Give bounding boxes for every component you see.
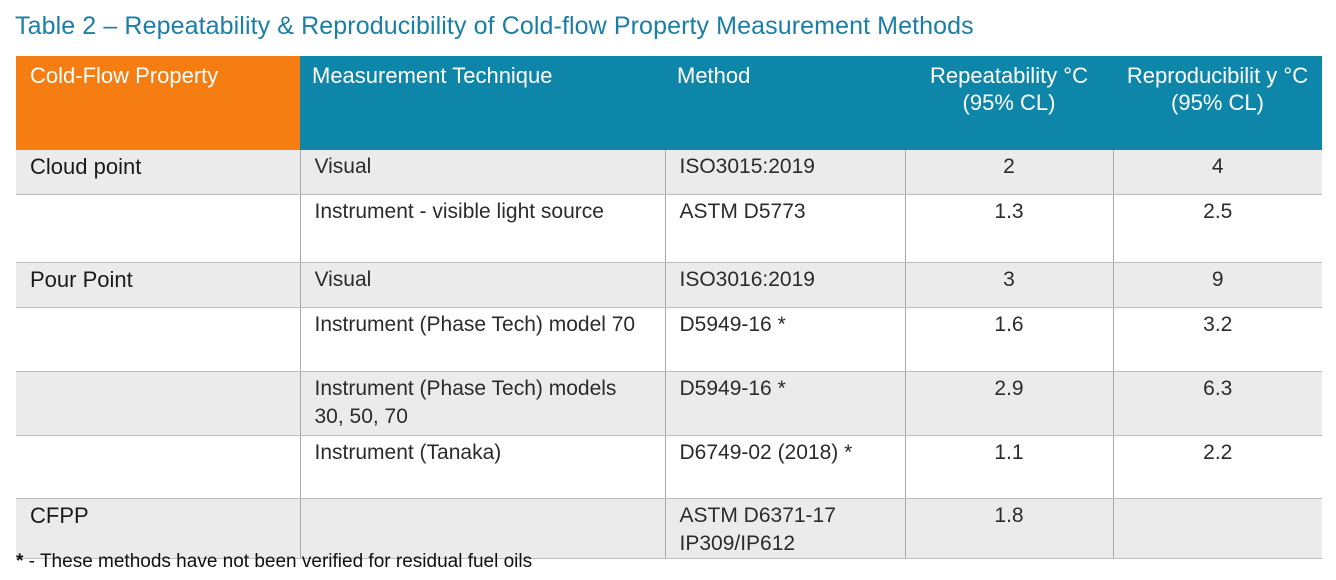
cell-property: Pour Point	[16, 262, 300, 308]
header-row: Cold-Flow Property Measurement Technique…	[16, 56, 1322, 150]
cell-technique: Instrument (Tanaka)	[299, 435, 665, 499]
cell-reproducibility: 3.2	[1112, 307, 1322, 372]
cell-method: D5949-16 *	[664, 371, 905, 436]
table-row: Instrument (Phase Tech) models 30, 50, 7…	[16, 371, 1322, 436]
table-row: Instrument (Tanaka) D6749-02 (2018) * 1.…	[16, 435, 1322, 499]
cell-reproducibility	[1112, 498, 1322, 559]
table-row: Cloud point Visual ISO3015:2019 2 4	[16, 150, 1322, 195]
cell-technique: Instrument (Phase Tech) model 70	[299, 307, 665, 372]
cell-reproducibility: 4	[1112, 150, 1322, 195]
cell-repeatability: 2	[904, 150, 1113, 195]
cell-repeatability: 1.8	[904, 498, 1113, 559]
cell-reproducibility: 9	[1112, 262, 1322, 308]
cell-property: CFPP	[16, 498, 300, 559]
cell-method: ASTM D5773	[664, 194, 905, 263]
header-cold-flow-property: Cold-Flow Property	[16, 56, 300, 150]
header-reproducibility: Reproducibilit y °C (95% CL)	[1113, 56, 1322, 150]
cell-technique	[299, 498, 665, 559]
cell-reproducibility: 6.3	[1112, 371, 1322, 436]
cell-repeatability: 1.3	[904, 194, 1113, 263]
table-row: CFPP ASTM D6371-17 IP309/IP612 1.8	[16, 498, 1322, 559]
cell-technique: Instrument - visible light source	[299, 194, 665, 263]
footnote-text: - These methods have not been verified f…	[23, 551, 533, 572]
cell-technique: Instrument (Phase Tech) models 30, 50, 7…	[299, 371, 665, 436]
cell-technique: Visual	[299, 262, 665, 308]
cell-property	[16, 371, 300, 436]
cell-property: Cloud point	[16, 150, 300, 195]
footnote: * - These methods have not been verified…	[16, 551, 532, 573]
cell-repeatability: 1.1	[904, 435, 1113, 499]
table-title: Table 2 – Repeatability & Reproducibilit…	[15, 12, 974, 40]
cell-method: ASTM D6371-17 IP309/IP612	[664, 498, 905, 559]
header-method: Method	[665, 56, 905, 150]
table-row: Instrument (Phase Tech) model 70 D5949-1…	[16, 307, 1322, 372]
cell-method: D5949-16 *	[664, 307, 905, 372]
cell-reproducibility: 2.5	[1112, 194, 1322, 263]
cell-method: ISO3015:2019	[664, 150, 905, 195]
cell-technique: Visual	[299, 150, 665, 195]
cell-property	[16, 307, 300, 372]
table-row: Instrument - visible light source ASTM D…	[16, 194, 1322, 263]
header-measurement-technique: Measurement Technique	[300, 56, 665, 150]
cell-property	[16, 435, 300, 499]
cell-property	[16, 194, 300, 263]
cell-reproducibility: 2.2	[1112, 435, 1322, 499]
cell-method: ISO3016:2019	[664, 262, 905, 308]
cell-repeatability: 1.6	[904, 307, 1113, 372]
cell-repeatability: 3	[904, 262, 1113, 308]
cold-flow-table: Cold-Flow Property Measurement Technique…	[16, 56, 1322, 559]
header-repeatability: Repeatability °C (95% CL)	[905, 56, 1113, 150]
table-row: Pour Point Visual ISO3016:2019 3 9	[16, 262, 1322, 308]
footnote-marker: *	[16, 551, 24, 572]
cell-repeatability: 2.9	[904, 371, 1113, 436]
cell-method: D6749-02 (2018) *	[664, 435, 905, 499]
